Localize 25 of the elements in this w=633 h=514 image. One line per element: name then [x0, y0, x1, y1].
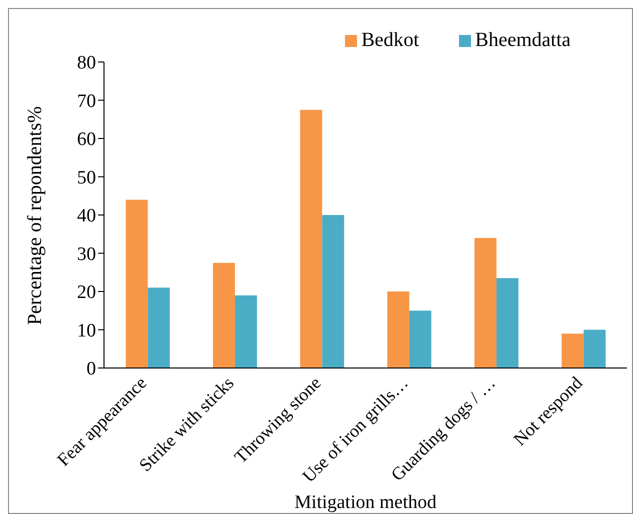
- y-tick-label: 70: [77, 90, 96, 112]
- y-tick-label: 50: [77, 167, 96, 188]
- x-axis-title: Mitigation method: [294, 492, 437, 513]
- y-tick-label: 0: [86, 358, 96, 380]
- y-tick-label: 20: [77, 282, 96, 304]
- legend-label: Bedkot: [361, 29, 420, 51]
- y-tick-label: 60: [77, 129, 96, 150]
- bar: [126, 200, 148, 368]
- y-tick-label: 40: [77, 206, 96, 227]
- bar: [584, 330, 606, 368]
- y-axis-title: Percentage of repondents%: [24, 106, 46, 325]
- bar: [148, 288, 170, 368]
- bar: [387, 292, 410, 368]
- bar: [212, 262, 235, 368]
- bar: [562, 334, 584, 368]
- y-tick-label: 10: [77, 320, 96, 342]
- legend-label: Bheemdatta: [475, 29, 571, 51]
- bar: [409, 310, 432, 368]
- bar: [322, 215, 344, 368]
- y-tick-label: 80: [77, 52, 96, 74]
- bar: [234, 295, 257, 368]
- y-tick-label: 30: [77, 244, 96, 265]
- bar: [474, 238, 496, 368]
- bar: [496, 278, 518, 368]
- bar: [300, 110, 322, 368]
